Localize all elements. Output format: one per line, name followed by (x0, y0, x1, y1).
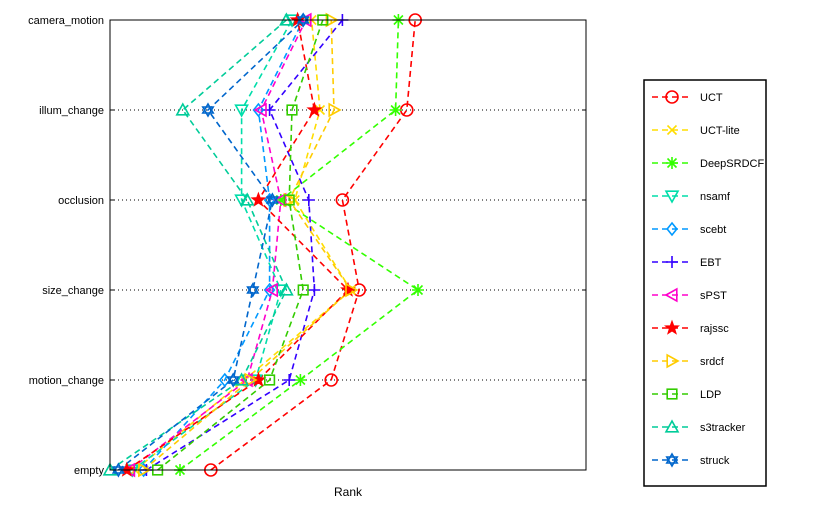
data-point-s3tracker-size_change (279, 282, 294, 296)
legend-item: DeepSRDCF (652, 157, 764, 170)
data-point-rajssc-illum_change (306, 101, 323, 117)
legend-marker (666, 256, 678, 268)
series-line-UCT (210, 19, 416, 471)
data-point-s3tracker-occlusion (239, 192, 255, 206)
legend-label: UCT (700, 92, 723, 104)
legend-marker (666, 353, 680, 369)
data-point-struck-camera_motion (296, 12, 310, 28)
data-point-UCT-motion_change (324, 373, 339, 387)
legend-item: s3tracker (652, 419, 746, 434)
legend-marker (664, 419, 680, 433)
legend-marker (664, 190, 680, 204)
data-point-scebt-occlusion (263, 192, 276, 208)
y-tick-label: illum_change (39, 105, 104, 117)
y-axis-ticks: empty motion_change size_change occlusion il… (28, 15, 586, 477)
data-point-DeepSRDCF-size_change (412, 284, 424, 296)
series-line-s3tracker (109, 19, 288, 471)
legend-label: s3tracker (700, 422, 746, 434)
legend-marker (666, 388, 678, 400)
data-point-srdcf-size_change (345, 282, 359, 298)
data-point-s3tracker-camera_motion (279, 12, 294, 26)
y-tick-label: size_change (42, 285, 104, 297)
legend-marker (665, 90, 679, 104)
legend-marker (666, 157, 678, 169)
data-point-LDP-illum_change (286, 104, 298, 116)
series-line-LDP (157, 19, 324, 471)
legend-marker (665, 452, 679, 468)
legend-item: UCT (652, 90, 723, 104)
legend-label: sPST (700, 290, 727, 302)
legend-marker (664, 319, 680, 335)
series-line-rajssc (126, 19, 350, 471)
data-point-LDP-size_change (297, 284, 309, 296)
data-point-EBT-occlusion (302, 194, 315, 206)
x-axis-title: Rank (334, 485, 363, 499)
y-tick-label: occlusion (58, 195, 104, 207)
data-point-rajssc-occlusion (250, 191, 267, 207)
legend-label: scebt (700, 224, 726, 236)
series-lines (109, 19, 420, 471)
series-line-struck (117, 19, 304, 471)
data-point-DeepSRDCF-illum_change (389, 104, 402, 116)
data-point-sPST-illum_change (253, 102, 267, 118)
series-line-EBT (145, 19, 344, 471)
data-point-UCT-size_change (352, 283, 367, 297)
legend-item: UCT-lite (652, 124, 740, 137)
series-line-sPST (129, 19, 307, 471)
legend-item: scebt (652, 221, 726, 237)
legend: UCT UCT-lite DeepSRDCF nsamf scebt EBT sPST raj… (643, 79, 767, 487)
data-point-nsamf-illum_change (234, 104, 249, 118)
data-point-struck-illum_change (201, 102, 215, 118)
series-line-DeepSRDCF (179, 19, 420, 471)
legend-item: LDP (652, 388, 721, 401)
data-point-DeepSRDCF-occlusion (274, 194, 287, 206)
legend-marker (666, 124, 678, 136)
legend-item: sPST (652, 287, 727, 303)
legend-label: DeepSRDCF (700, 158, 764, 170)
legend-label: EBT (700, 257, 722, 269)
data-point-sPST-occlusion (273, 192, 287, 208)
data-point-sPST-size_change (264, 282, 279, 298)
data-point-EBT-motion_change (283, 374, 296, 386)
legend-item: EBT (652, 256, 722, 269)
series-line-nsamf (131, 19, 293, 471)
data-point-srdcf-illum_change (328, 102, 342, 118)
legend-label: nsamf (700, 191, 731, 203)
y-tick-label: camera_motion (28, 15, 104, 27)
legend-item: srdcf (652, 353, 725, 369)
legend-box (643, 79, 767, 487)
data-point-struck-size_change (246, 282, 260, 298)
series-line-scebt (143, 19, 304, 471)
legend-marker (664, 287, 678, 303)
legend-item: struck (652, 452, 730, 468)
data-point-scebt-illum_change (252, 102, 265, 118)
data-point-s3tracker-illum_change (175, 102, 191, 116)
data-point-LDP-occlusion (283, 194, 295, 206)
data-point-UCT-occlusion (335, 193, 350, 207)
data-point-EBT-size_change (308, 284, 321, 296)
data-point-scebt-size_change (263, 282, 276, 298)
series-line-UCT-lite (134, 19, 352, 471)
data-point-struck-motion_change (226, 372, 240, 388)
data-point-s3tracker-empty (102, 462, 118, 476)
legend-label: UCT-lite (700, 125, 740, 137)
legend-label: struck (700, 455, 730, 467)
y-tick-label: motion_change (29, 375, 104, 387)
data-point-struck-occlusion (265, 192, 279, 208)
legend-marker (666, 221, 678, 237)
y-tick-label: empty (74, 465, 104, 477)
data-point-rajssc-empty (118, 461, 135, 477)
data-point-nsamf-occlusion (234, 194, 249, 208)
plot-frame (109, 19, 587, 471)
data-point-DeepSRDCF-motion_change (294, 374, 307, 386)
legend-item: rajssc (652, 319, 729, 335)
legend-label: srdcf (700, 356, 725, 368)
data-point-LDP-motion_change (263, 374, 276, 386)
data-point-struck-empty (111, 462, 125, 478)
legend-label: rajssc (700, 323, 729, 335)
data-point-s3tracker-motion_change (234, 372, 249, 386)
legend-item: nsamf (652, 190, 731, 204)
legend-label: LDP (700, 389, 721, 401)
